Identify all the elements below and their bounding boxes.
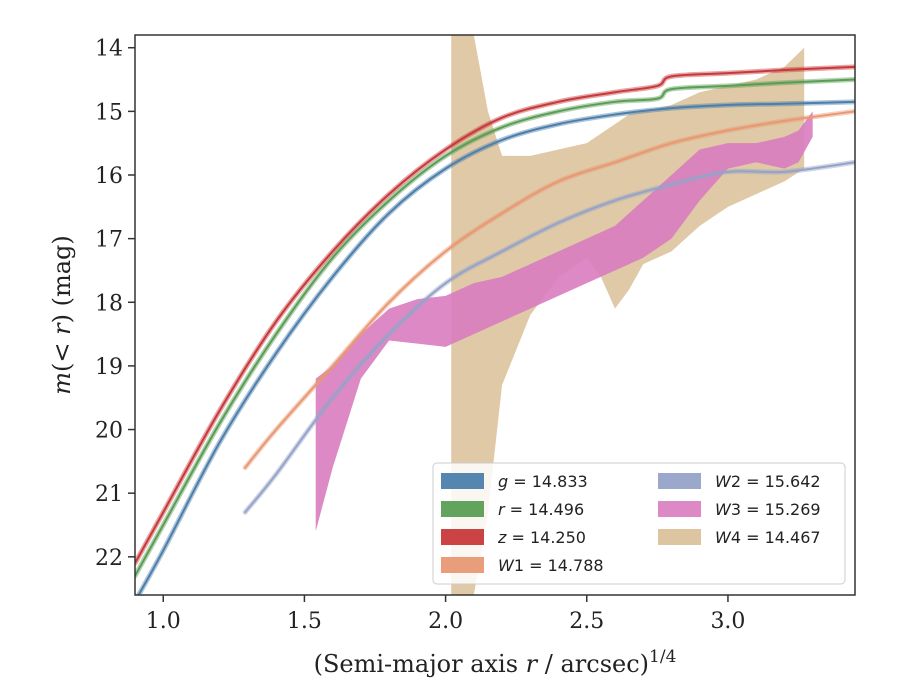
y-tick-label: 20 — [95, 419, 123, 444]
series-line-w2 — [244, 161, 855, 514]
x-axis-title: (Semi-major axis r / arcsec)1/4 — [314, 647, 677, 678]
legend-swatch-w4 — [658, 529, 701, 545]
legend-label-w3: W3 = 15.269 — [715, 500, 821, 519]
x-tick-label: 1.0 — [146, 609, 181, 634]
legend-label-w2: W2 = 15.642 — [715, 472, 821, 491]
legend-swatch-w1 — [441, 557, 484, 573]
y-tick-label: 17 — [95, 228, 123, 253]
line-layer — [135, 64, 855, 595]
legend-swatch-w2 — [658, 473, 701, 489]
series-line-z — [135, 65, 855, 565]
y-tick-label: 16 — [95, 164, 123, 189]
x-tick-label: 1.5 — [287, 609, 322, 634]
y-tick-label: 22 — [95, 546, 123, 571]
series-line-g — [137, 100, 855, 595]
series-line-r — [135, 78, 855, 577]
legend-label-w1: W1 = 14.788 — [498, 556, 604, 575]
legend-label-z: z = 14.250 — [497, 528, 586, 547]
legend-label-w4: W4 = 14.467 — [715, 528, 821, 547]
y-tick-label: 15 — [95, 100, 123, 125]
legend-swatch-r — [441, 501, 484, 517]
series-line-w1 — [244, 110, 855, 469]
x-tick-label: 3.0 — [710, 609, 745, 634]
y-tick-label: 14 — [95, 37, 123, 62]
series-band-w3 — [315, 111, 813, 532]
legend-label-g: g = 14.833 — [498, 472, 588, 491]
x-axis: 1.0 1.5 2.0 2.5 3.0 — [146, 595, 745, 634]
band-layer — [315, 35, 813, 595]
y-axis: 14 15 16 17 18 19 20 21 22 — [95, 37, 135, 571]
legend-swatch-w3 — [658, 501, 701, 517]
y-tick-label: 19 — [95, 355, 123, 380]
legend-swatch-z — [441, 529, 484, 545]
legend-box — [432, 462, 846, 585]
legend-label-r: r = 14.496 — [498, 500, 584, 519]
legend: g = 14.833 r = 14.496 z = 14.250 W1 = 14.78… — [432, 462, 846, 585]
y-axis-title: m(< r) (mag) — [48, 235, 76, 395]
legend-swatch-g — [441, 473, 484, 489]
y-tick-label: 18 — [95, 291, 123, 316]
plot-frame — [134, 34, 856, 596]
x-tick-label: 2.5 — [569, 609, 604, 634]
y-tick-label: 21 — [95, 482, 123, 507]
x-tick-label: 2.0 — [428, 609, 463, 634]
